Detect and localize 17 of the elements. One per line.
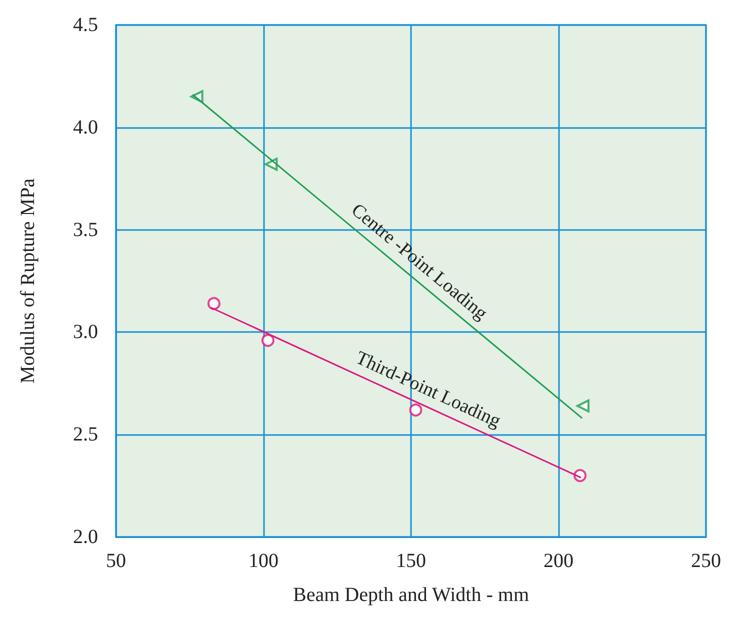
y-tick-label: 4.0	[73, 116, 98, 138]
y-axis-title: Modulus of Rupture MPa	[17, 178, 39, 384]
y-tick-label: 3.0	[73, 321, 98, 344]
point	[261, 334, 274, 347]
x-tick-label: 150	[396, 550, 426, 572]
y-tick-label: 4.5	[73, 14, 98, 36]
y-tick-label: 3.5	[73, 218, 98, 241]
y-tick-label: 2.5	[73, 424, 98, 446]
point	[576, 399, 590, 412]
x-axis-title: Beam Depth and Width - mm	[292, 584, 530, 606]
point	[207, 297, 220, 310]
x-tick-label: 100	[248, 550, 278, 572]
x-tick-label: 50	[106, 550, 126, 572]
x-tick-label: 250	[691, 550, 721, 572]
point	[409, 404, 422, 417]
y-tick-label: 2.0	[73, 526, 98, 548]
x-tick-label: 200	[544, 550, 574, 572]
